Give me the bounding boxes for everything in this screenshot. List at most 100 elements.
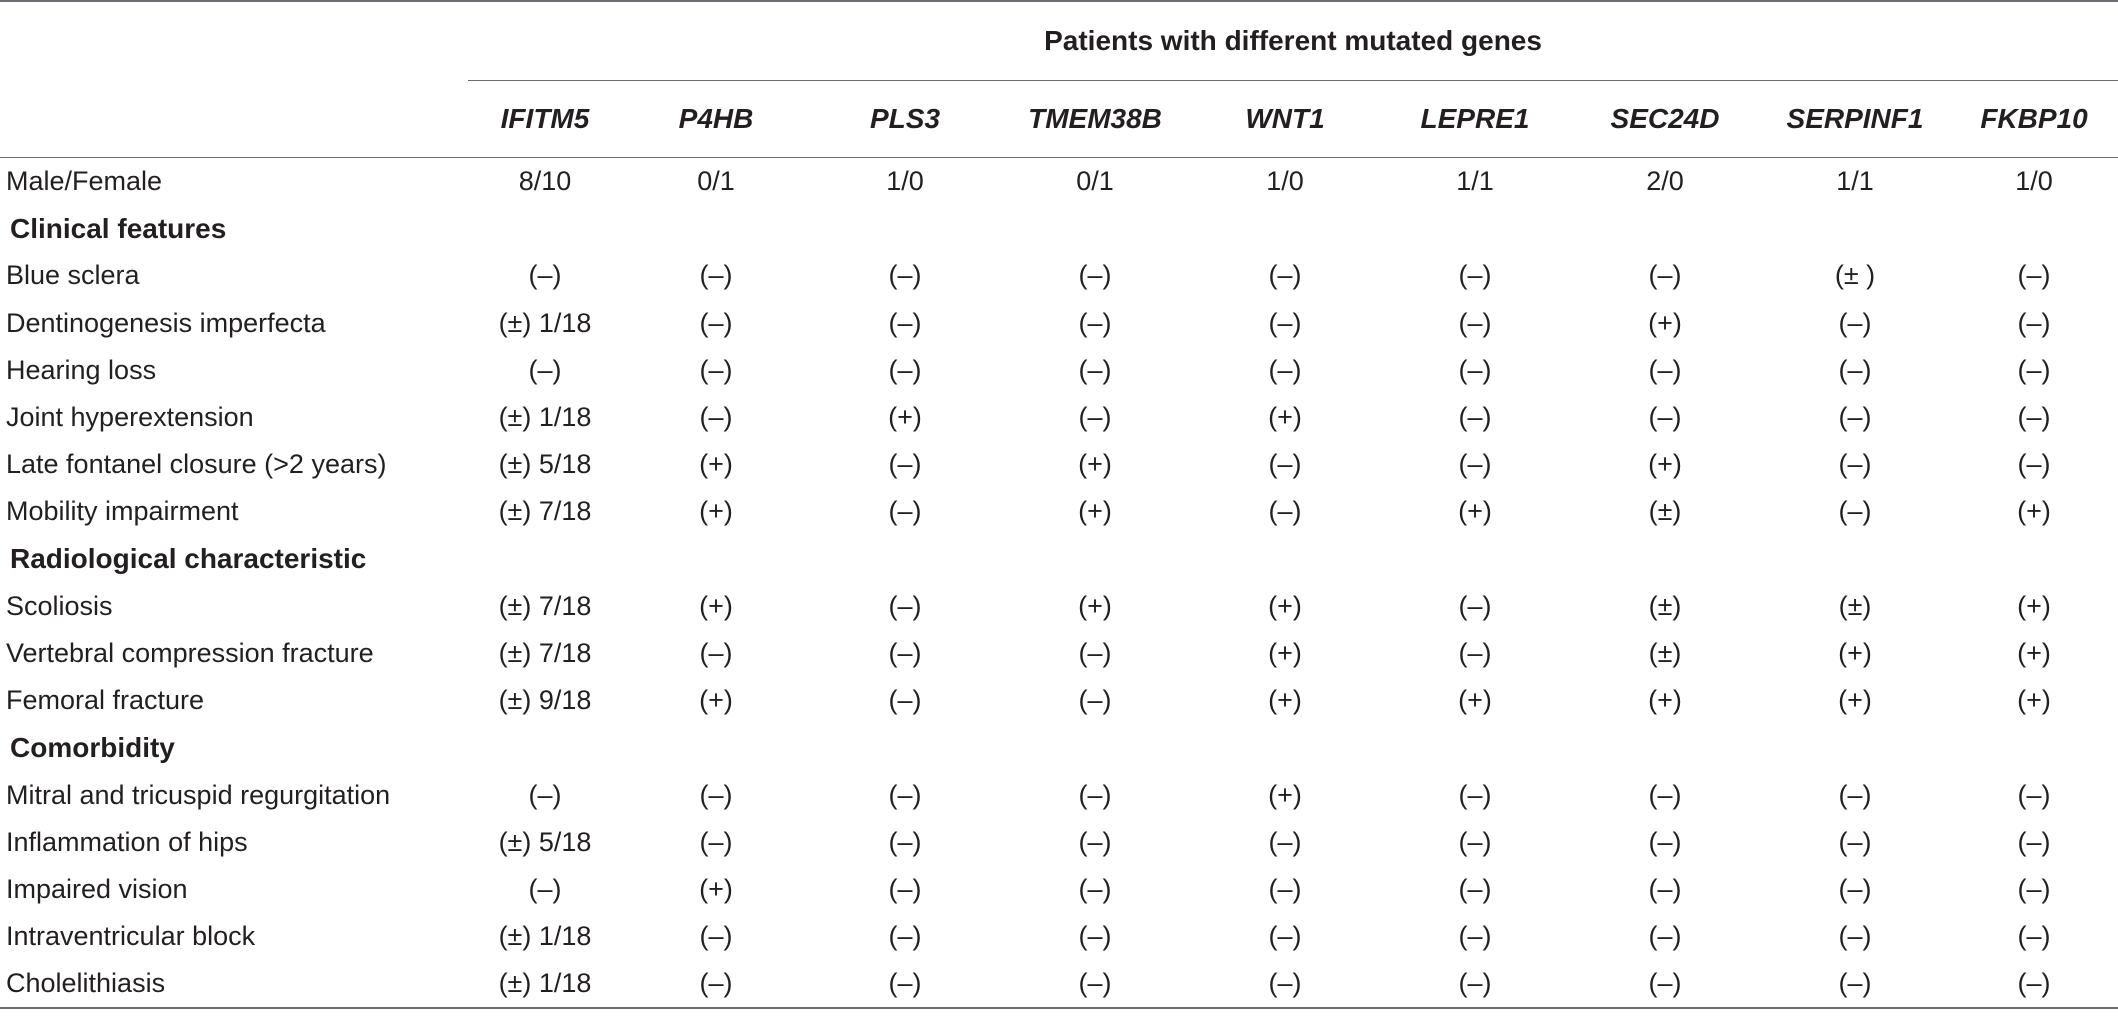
table-cell: (+)	[1648, 685, 1682, 716]
table-cell: (+)	[1648, 449, 1682, 480]
table-cell: (+)	[699, 685, 733, 716]
table-cell: (–)	[888, 685, 922, 716]
table-cell: (–)	[2017, 307, 2051, 338]
row-label: Vertebral compression fracture	[6, 637, 374, 668]
table-cell: (–)	[2017, 402, 2051, 433]
table-cell: (–)	[1458, 354, 1492, 385]
table-cell: (±)	[1838, 590, 1872, 621]
table-cell: (–)	[528, 260, 562, 291]
gene-header-blank-cell	[0, 80, 468, 158]
gene-header-tmem38b: TMEM38B	[1000, 80, 1190, 158]
table-cell: (–)	[1078, 402, 1112, 433]
group-title: Patients with different mutated genes	[468, 0, 2118, 81]
section-label: Radiological characteristic	[10, 543, 367, 575]
table-cell: (–)	[1268, 260, 1302, 291]
table-cell: (± )	[1834, 260, 1876, 291]
table-cell: (–)	[1268, 826, 1302, 857]
table-cell: (–)	[1458, 449, 1492, 480]
table-cell: (–)	[1458, 402, 1492, 433]
table-cell: (±) 1/18	[468, 960, 622, 1010]
table-cell: (–)	[699, 779, 733, 810]
table-cell: (–)	[699, 637, 733, 668]
table-cell: (–)	[528, 779, 562, 810]
table-cell: (–)	[2017, 826, 2051, 857]
table-cell: (–)	[1838, 307, 1872, 338]
table-body: Male/Female 8/10 0/1 1/0 0/1 1/0 1/1 2/0 1/1 1/0 C…	[0, 158, 2118, 1010]
gene-header-wnt1: WNT1	[1190, 80, 1380, 158]
table-cell: (–)	[1838, 779, 1872, 810]
table-cell: (+)	[1268, 590, 1302, 621]
table-cell: (–)	[1078, 260, 1112, 291]
table-cell: (–)	[2017, 449, 2051, 480]
table-cell: (±) 7/18	[498, 637, 592, 668]
table-cell: (+)	[699, 590, 733, 621]
table-cell: (–)	[1838, 496, 1872, 527]
table-cell: (–)	[1648, 921, 1682, 952]
table-cell: (+)	[1078, 590, 1112, 621]
table-cell: (–)	[699, 402, 733, 433]
table-row: Mitral and tricuspid regurgitation (–) (–)…	[0, 771, 2118, 818]
table-cell: (–)	[1950, 960, 2118, 1010]
table-cell: (–)	[1268, 873, 1302, 904]
table-cell: (–)	[1838, 873, 1872, 904]
table-cell: (+)	[699, 449, 733, 480]
group-header-row: Patients with different mutated genes	[0, 0, 2118, 81]
table-cell: (–)	[1838, 449, 1872, 480]
table-cell: (+)	[1268, 779, 1302, 810]
table-cell: (±) 5/18	[498, 826, 592, 857]
table-cell: (+)	[1458, 685, 1492, 716]
gene-header-p4hb: P4HB	[622, 80, 810, 158]
row-label: Scoliosis	[6, 590, 113, 621]
table-cell: (–)	[1380, 960, 1570, 1010]
table-cell: (–)	[888, 779, 922, 810]
gene-header-fkbp10: FKBP10	[1950, 80, 2118, 158]
table-cell: 2/0	[1646, 166, 1684, 197]
row-label: Joint hyperextension	[6, 402, 254, 433]
table-cell: 1/0	[1266, 166, 1304, 197]
table-cell: (–)	[1268, 921, 1302, 952]
table-cell: (–)	[888, 449, 922, 480]
table-cell: (–)	[1268, 354, 1302, 385]
table-cell: (–)	[1838, 921, 1872, 952]
table-row: Hearing loss (–) (–) (–) (–) (–) (–) (–) (–) (–)	[0, 347, 2118, 394]
row-label: Mitral and tricuspid regurgitation	[6, 779, 391, 810]
row-label: Blue sclera	[6, 260, 140, 291]
table-cell: (–)	[1268, 449, 1302, 480]
row-label: Femoral fracture	[6, 685, 205, 716]
section-label: Comorbidity	[10, 731, 175, 763]
table-cell: (–)	[1078, 354, 1112, 385]
table-cell: (+)	[1648, 307, 1682, 338]
table-cell: (–)	[622, 960, 810, 1010]
table-cell: (–)	[1078, 685, 1112, 716]
table-cell: (–)	[1648, 873, 1682, 904]
table-row: Femoral fracture (±) 9/18 (+) (–) (–) (+) (+) (…	[0, 677, 2118, 724]
table-cell: (+)	[1458, 496, 1492, 527]
table-cell: (–)	[699, 307, 733, 338]
table-cell: (–)	[888, 826, 922, 857]
section-header-row: Comorbidity	[0, 724, 2118, 771]
table-cell: 8/10	[518, 166, 572, 197]
table-cell: (–)	[1458, 260, 1492, 291]
table-cell: (–)	[2017, 779, 2051, 810]
table-cell: (+)	[888, 402, 922, 433]
table-cell: (–)	[1458, 637, 1492, 668]
table-row: Impaired vision (–) (+) (–) (–) (–) (–) (–) (–) (…	[0, 866, 2118, 913]
section-header-row: Radiological characteristic	[0, 536, 2118, 583]
table-cell: (–)	[1078, 826, 1112, 857]
table-cell: (–)	[1648, 354, 1682, 385]
row-label: Mobility impairment	[6, 496, 239, 527]
table-cell: (–)	[810, 960, 1000, 1010]
table-row: Scoliosis (±) 7/18 (+) (–) (+) (+) (–) (±) (±) (+…	[0, 583, 2118, 630]
table-cell: (+)	[2017, 637, 2051, 668]
table-cell: 1/0	[2015, 166, 2053, 197]
table-cell: (–)	[1838, 354, 1872, 385]
table-cell: (±) 7/18	[498, 590, 592, 621]
table-cell: (+)	[2017, 590, 2051, 621]
table-cell: (+)	[1268, 402, 1302, 433]
table-cell: (–)	[1458, 590, 1492, 621]
table-cell: (+)	[699, 496, 733, 527]
row-label: Intraventricular block	[6, 921, 256, 952]
table-cell: (+)	[699, 873, 733, 904]
